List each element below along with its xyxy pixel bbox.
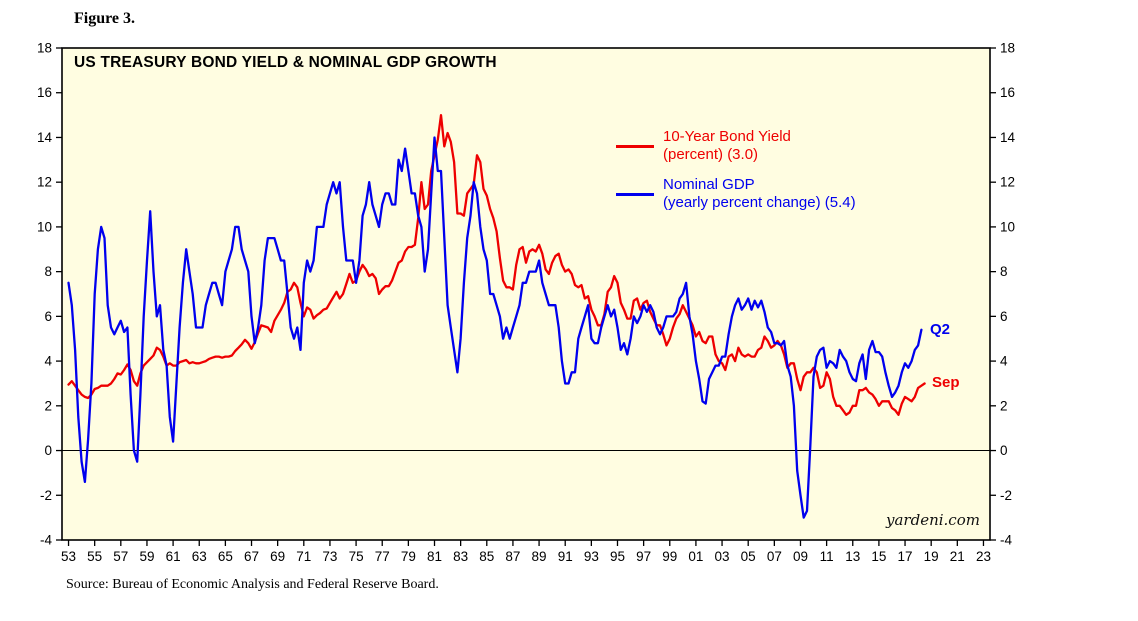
source-note: Source: Bureau of Economic Analysis and … — [66, 577, 439, 592]
x-tick-label: 71 — [296, 549, 311, 564]
x-tick-label: 01 — [688, 549, 703, 564]
y-tick-label: 0 — [44, 443, 52, 458]
y-tick-label: -4 — [1000, 533, 1012, 548]
x-tick-label: 75 — [349, 549, 364, 564]
x-tick-label: 79 — [401, 549, 416, 564]
x-tick-label: 19 — [924, 549, 939, 564]
x-tick-label: 13 — [845, 549, 860, 564]
x-axis: 53 55 57 59 61 63 65 67 69 71 73 75 77 79 81 83 85 87 89 91… — [61, 540, 991, 564]
plot-frame — [61, 47, 991, 541]
x-tick-label: 55 — [87, 549, 102, 564]
x-tick-label: 57 — [113, 549, 128, 564]
x-tick-label: 53 — [61, 549, 76, 564]
series-line-0 — [67, 113, 926, 416]
x-tick-label: 09 — [793, 549, 808, 564]
x-tick-label: 03 — [715, 549, 730, 564]
x-tick-label: 97 — [636, 549, 651, 564]
y-tick-label: 4 — [1000, 354, 1008, 369]
x-tick-label: 73 — [322, 549, 337, 564]
x-tick-label: 81 — [427, 549, 442, 564]
x-tick-label: 23 — [976, 549, 991, 564]
nominal-gdp-legend-label: Nominal GDP (yearly percent change) (5.4… — [663, 176, 856, 212]
x-tick-label: 05 — [741, 549, 756, 564]
bond-yield-legend-line1: 10-Year Bond Yield — [663, 128, 791, 145]
y-tick-label: 2 — [44, 398, 52, 413]
y-tick-label: 14 — [37, 130, 53, 145]
y-tick-label: 16 — [1000, 85, 1015, 100]
x-tick-label: 95 — [610, 549, 625, 564]
y-tick-label: 6 — [1000, 309, 1008, 324]
y-tick-label: 8 — [1000, 264, 1008, 279]
x-tick-label: 91 — [558, 549, 573, 564]
y-tick-label: 12 — [37, 175, 52, 190]
plot-background — [62, 48, 990, 540]
nominal-gdp-legend-line2: (yearly percent change) (5.4) — [663, 194, 856, 211]
bond-yield-end-label: Sep — [932, 374, 960, 391]
x-tick-label: 69 — [270, 549, 285, 564]
bond-yield-legend-line2: (percent) (3.0) — [663, 146, 759, 163]
x-tick-label: 17 — [898, 549, 913, 564]
y-tick-label: 18 — [37, 41, 52, 56]
y-tick-label: 16 — [37, 85, 52, 100]
series-group — [67, 113, 926, 519]
y-tick-label: 4 — [44, 354, 52, 369]
y-tick-label: 6 — [44, 309, 52, 324]
x-tick-label: 85 — [479, 549, 494, 564]
y-tick-label: 10 — [37, 219, 52, 234]
y-tick-label: -2 — [1000, 488, 1012, 503]
x-tick-label: 21 — [950, 549, 965, 564]
yardeni-watermark: yardeni.com — [886, 511, 980, 529]
y-tick-label: 2 — [1000, 398, 1008, 413]
x-tick-label: 89 — [532, 549, 547, 564]
nominal-gdp-legend-line1: Nominal GDP — [663, 176, 755, 193]
legend-item-nominal-gdp: Nominal GDP (yearly percent change) (5.4… — [616, 176, 856, 212]
series-line-1 — [67, 136, 923, 519]
y-tick-label: 12 — [1000, 175, 1015, 190]
figure-label: Figure 3. — [74, 10, 136, 27]
chart-title: US TREASURY BOND YIELD & NOMINAL GDP GRO… — [74, 54, 497, 71]
bond-yield-legend-label: 10-Year Bond Yield (percent) (3.0) — [663, 128, 791, 164]
x-tick-label: 93 — [584, 549, 599, 564]
x-tick-label: 99 — [662, 549, 677, 564]
y-tick-label: 0 — [1000, 443, 1008, 458]
bond-yield-line-sample — [616, 144, 654, 148]
y-tick-label: 14 — [1000, 130, 1016, 145]
gdp-end-label: Q2 — [930, 321, 951, 338]
y-tick-label: 18 — [1000, 41, 1015, 56]
x-tick-label: 83 — [453, 549, 468, 564]
nominal-gdp-line-sample — [616, 192, 654, 196]
x-tick-label: 63 — [192, 549, 207, 564]
chart-legend: 10-Year Bond Yield (percent) (3.0) Nomin… — [616, 128, 856, 212]
x-tick-label: 61 — [166, 549, 181, 564]
y-tick-label: 10 — [1000, 219, 1015, 234]
legend-item-bond-yield: 10-Year Bond Yield (percent) (3.0) — [616, 128, 856, 164]
x-tick-label: 11 — [820, 549, 834, 564]
x-tick-label: 15 — [871, 549, 886, 564]
y-axis: -4 -4 -2 -2 0 0 2 2 4 4 6 6 8 8 10 10 12 12 14 14 16 16 18 18 — [37, 41, 1016, 548]
y-tick-label: -2 — [40, 488, 52, 503]
x-tick-label: 65 — [218, 549, 233, 564]
x-tick-label: 77 — [375, 549, 390, 564]
x-tick-label: 87 — [505, 549, 520, 564]
y-tick-label: 8 — [44, 264, 52, 279]
x-tick-label: 67 — [244, 549, 259, 564]
x-tick-label: 07 — [767, 549, 782, 564]
y-tick-label: -4 — [40, 533, 52, 548]
x-tick-label: 59 — [139, 549, 154, 564]
